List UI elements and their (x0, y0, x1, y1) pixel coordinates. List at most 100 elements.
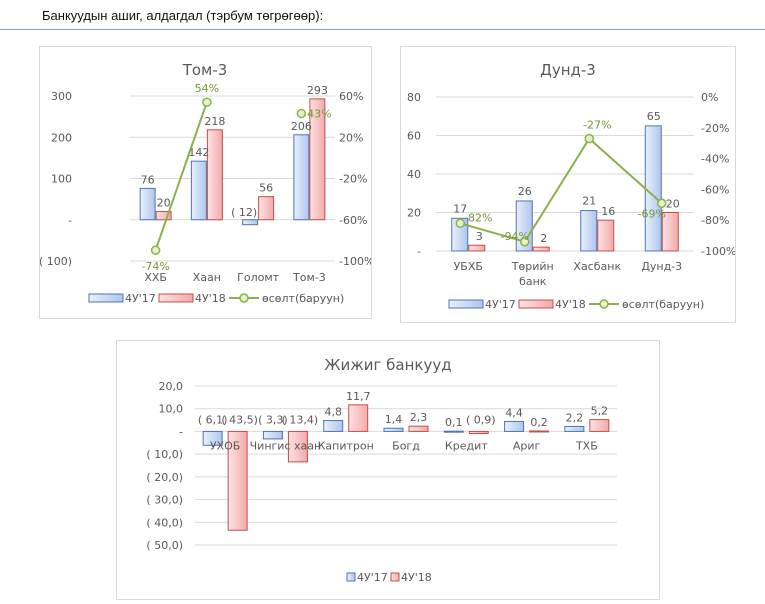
legend-label: 4У'18 (195, 292, 226, 305)
y2-tick-label: -100% (339, 255, 371, 268)
growth-label: -82% (464, 211, 492, 224)
y-tick-label: ( 40,0) (146, 516, 183, 529)
data-label-4y17: ( 12) (231, 206, 257, 219)
data-label-4y18: 2 (540, 232, 547, 245)
growth-marker (455, 218, 465, 229)
chart-dund3: Дунд-3 80 60 40 20 - 0% -20% -40% -60% -80% -100% 1… (407, 61, 736, 311)
bar-4y17 (580, 210, 598, 252)
data-label-4y17: 26 (518, 185, 532, 198)
legend-swatch-4y18 (158, 293, 194, 303)
growth-label: -94% (501, 230, 529, 243)
data-label-4y17: 2,2 (566, 411, 584, 424)
chart-tom3: Том-3 300 60% 200 20% 100 -20% - -60% ( 100) -100… (39, 61, 375, 305)
x-category-label: УХОБ (210, 439, 240, 452)
data-label-4y18: ( 13,4) (282, 413, 319, 426)
bar-4y18 (227, 430, 248, 531)
chart-title: Дунд-3 (540, 61, 596, 79)
legend-swatch-4y17 (346, 572, 356, 582)
growth-marker (520, 237, 530, 247)
y-tick-label: - (68, 214, 72, 227)
legend-swatch-4y17 (88, 293, 124, 303)
x-category-label: Кредит (445, 439, 488, 452)
chart-title: Жижиг банкууд (324, 356, 451, 374)
y-tick-label: 10,0 (159, 403, 184, 416)
legend-swatch-4y18 (390, 572, 400, 582)
bar-4y17 (202, 430, 223, 446)
y-tick-label: 20,0 (159, 380, 184, 393)
growth-marker (202, 97, 212, 107)
bar-4y18 (529, 430, 550, 433)
y-tick-label: 20 (407, 207, 421, 220)
y-tick-label: ( 100) (40, 255, 72, 268)
x-category-label: Том-3 (292, 271, 326, 284)
legend-label: 4У'17 (485, 298, 516, 311)
legend-label: 4У'18 (555, 298, 586, 311)
growth-label: -69% (638, 207, 666, 220)
heading-divider (0, 29, 765, 30)
data-label-4y18: 3 (476, 230, 483, 243)
bar-4y18 (348, 404, 369, 432)
bar-4y17 (564, 425, 585, 432)
data-label-4y17: 206 (291, 120, 312, 133)
bar-4y18 (309, 98, 326, 221)
data-label-4y18: 5,2 (591, 405, 609, 418)
legend-label: 4У'17 (357, 571, 388, 584)
bar-4y17 (515, 200, 533, 252)
growth-marker (657, 198, 667, 209)
y2-tick-label: 0% (701, 91, 718, 104)
data-label-4y17: 65 (647, 110, 661, 123)
data-label-4y17: 1,4 (385, 413, 403, 426)
x-category-label: Ариг (513, 439, 541, 452)
y-tick-label: 80 (407, 91, 421, 104)
legend-label: өсөлт(баруун) (622, 298, 704, 311)
legend-label: 4У'17 (125, 292, 156, 305)
x-category-label: Дунд-3 (641, 260, 682, 273)
data-label-4y17: ( 3,3) (258, 413, 288, 426)
data-label-4y17: 4,8 (324, 406, 342, 419)
y-tick-label: - (417, 245, 421, 258)
y2-tick-label: -40% (701, 153, 729, 166)
bar-4y17 (383, 427, 404, 432)
legend-swatch-4y18 (518, 299, 554, 309)
x-category-label: Голомт (237, 271, 279, 284)
bar-4y18 (206, 129, 223, 221)
bar-4y17 (262, 430, 283, 440)
page-heading: Банкуудын ашиг, алдагдал (тэрбум төгрөгө… (42, 8, 324, 23)
data-label-4y18: 293 (307, 84, 328, 97)
growth-marker (296, 108, 307, 119)
legend-marker (599, 299, 609, 309)
bar-4y18 (258, 196, 275, 221)
data-label-4y18: 56 (259, 182, 273, 195)
y-tick-label: ( 20,0) (146, 471, 183, 484)
chart-dund3-panel: Дунд-3 80 60 40 20 - 0% -20% -40% -60% -80% -100% 1… (400, 46, 736, 323)
x-category-label: Хасбанк (573, 260, 621, 273)
y2-tick-label: -80% (701, 214, 729, 227)
data-label-4y17: 4,4 (505, 406, 522, 419)
chart-tom3-panel: Том-3 300 60% 200 20% 100 -20% - -60% ( 100) -100… (39, 46, 375, 319)
x-category-label: банк (519, 275, 547, 288)
y2-tick-label: 20% (339, 131, 363, 144)
bar-4y17 (443, 430, 464, 433)
y-tick-label: 200 (51, 131, 72, 144)
legend-label: 4У'18 (401, 571, 432, 584)
bar-4y18 (468, 430, 489, 434)
data-label-4y17: 142 (188, 146, 209, 159)
y-tick-label: ( 30,0) (146, 494, 183, 507)
bar-4y18 (155, 211, 172, 221)
data-label-4y17: ( 6,1) (198, 413, 228, 426)
growth-label: 54% (195, 82, 219, 95)
y2-tick-label: -20% (701, 122, 729, 135)
data-label-4y18: ( 43,5) (221, 413, 258, 426)
x-category-label: Чингис хаан (250, 439, 322, 452)
data-label-4y18: ( 0,9) (466, 413, 496, 426)
bar-4y18 (468, 244, 486, 252)
data-label-4y18: 20 (666, 198, 680, 211)
bar-4y17 (190, 160, 207, 221)
bar-4y17 (293, 134, 310, 221)
y2-tick-label: 60% (339, 90, 363, 103)
growth-label: 43% (307, 108, 331, 121)
growth-label: -74% (141, 260, 169, 273)
chart-small-banks-panel: Жижиг банкууд 20,0 10,0 - ( 10,0) ( 20,0) ( 3… (116, 340, 660, 600)
chart-title: Том-3 (182, 61, 228, 79)
x-category-label: Хаан (193, 271, 221, 284)
